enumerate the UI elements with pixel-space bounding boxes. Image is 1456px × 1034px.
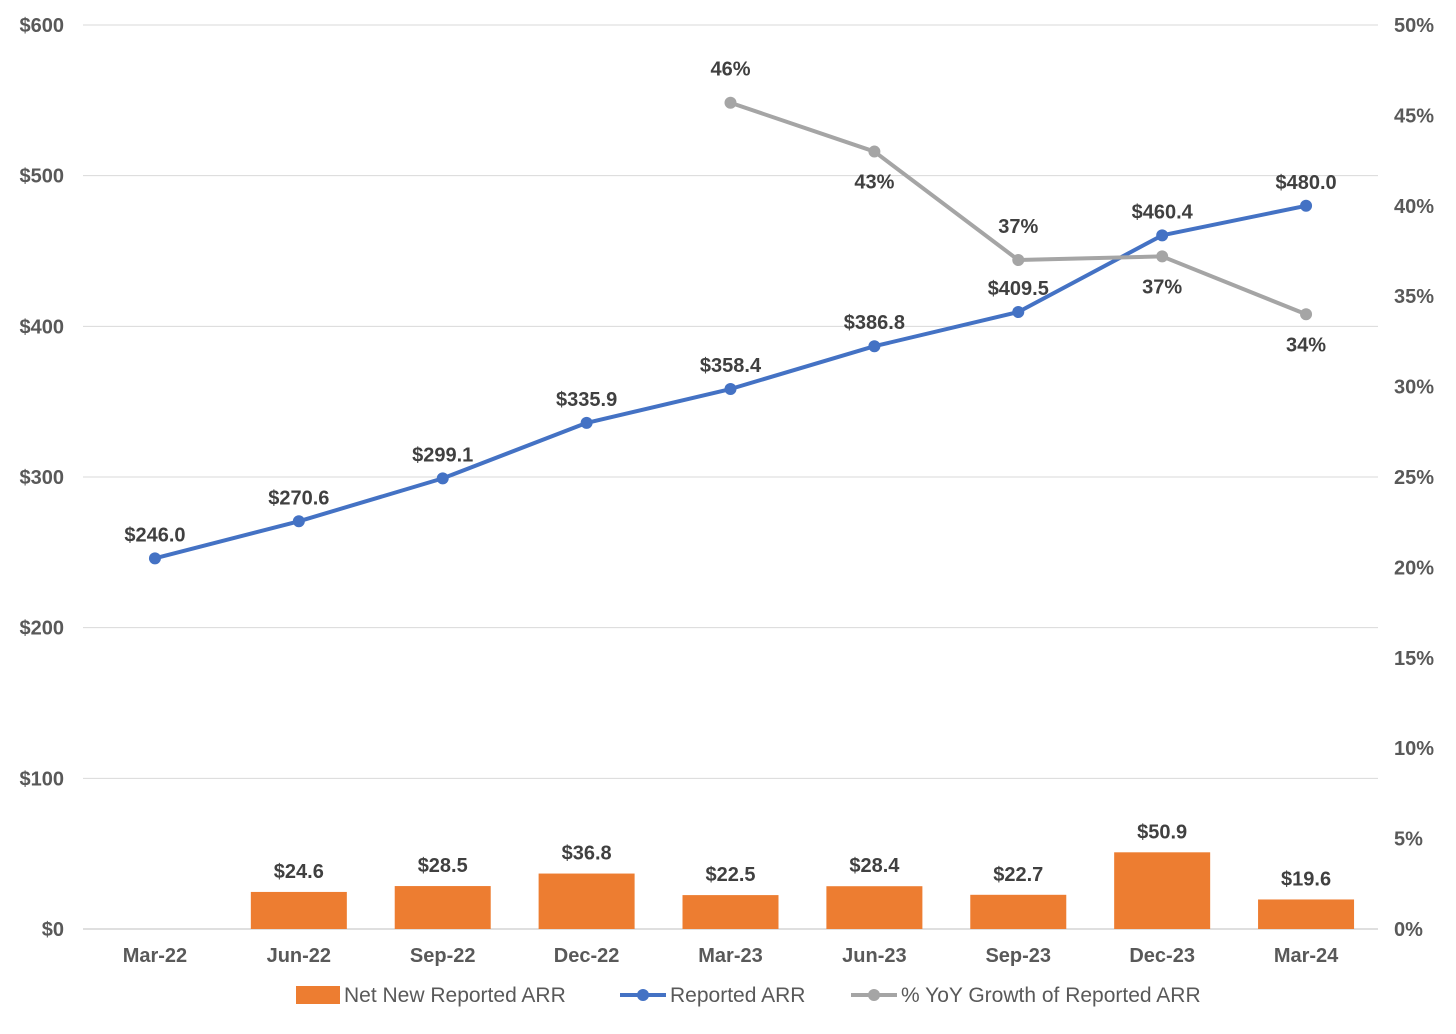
x-tick-label: Mar-23	[698, 945, 762, 967]
legend-label-net-new-arr: Net New Reported ARR	[344, 984, 566, 1007]
yoy-growth-data-label: 46%	[710, 59, 750, 81]
left-tick-label: $200	[20, 618, 65, 640]
bar-data-label: $24.6	[274, 861, 324, 883]
bar-data-label: $36.8	[562, 843, 612, 865]
reported-arr-point	[436, 472, 449, 485]
bar-data-label: $22.7	[993, 864, 1043, 886]
reported-arr-data-label: $480.0	[1275, 172, 1336, 194]
x-tick-label: Jun-23	[842, 945, 906, 967]
right-tick-label: 50%	[1394, 15, 1434, 37]
right-tick-label: 5%	[1394, 829, 1423, 851]
right-tick-label: 10%	[1394, 738, 1434, 760]
reported-arr-point	[1156, 229, 1169, 242]
legend: Net New Reported ARR Reported ARR % YoY Gr…	[296, 984, 1201, 1007]
bar	[538, 873, 635, 929]
bar-data-label: $28.5	[418, 855, 468, 877]
left-axis-ticks: $0 $100 $200 $300 $400 $500 $600	[20, 15, 65, 941]
reported-arr-point	[580, 416, 593, 429]
bar	[1258, 899, 1355, 929]
bar-data-label: $28.4	[849, 855, 900, 877]
right-tick-label: 30%	[1394, 377, 1434, 399]
right-axis-ticks: 0% 5% 10% 15% 20% 25% 30% 35% 40% 45% 50%	[1394, 15, 1434, 941]
yoy-growth-point	[1156, 250, 1169, 263]
reported-arr-point	[148, 552, 161, 565]
bar-data-label: $22.5	[705, 864, 755, 886]
right-tick-label: 35%	[1394, 286, 1434, 308]
reported-arr-point	[868, 340, 881, 353]
series-lines	[148, 96, 1313, 565]
right-tick-label: 20%	[1394, 557, 1434, 579]
legend-label-yoy-growth: % YoY Growth of Reported ARR	[901, 984, 1201, 1007]
x-tick-label: Dec-23	[1129, 945, 1195, 967]
x-tick-label: Mar-22	[123, 945, 187, 967]
left-tick-label: $500	[20, 166, 65, 188]
reported-arr-data-label: $299.1	[412, 444, 473, 466]
reported-arr-data-label: $358.4	[700, 355, 762, 377]
x-tick-label: Dec-22	[554, 945, 620, 967]
yoy-growth-point	[1012, 254, 1025, 267]
yoy-growth-data-label: 43%	[854, 172, 894, 194]
bar-data-label: $19.6	[1281, 868, 1331, 890]
bar	[682, 895, 779, 929]
bar	[394, 886, 491, 929]
reported-arr-point	[1012, 306, 1025, 319]
yoy-growth-data-label: 37%	[1142, 276, 1182, 298]
legend-marker-yoy-growth	[868, 989, 880, 1001]
right-tick-label: 25%	[1394, 467, 1434, 489]
reported-arr-data-label: $246.0	[124, 524, 185, 546]
reported-arr-data-label: $270.6	[268, 487, 329, 509]
yoy-growth-data-label: 37%	[998, 216, 1038, 238]
x-tick-label: Sep-23	[985, 945, 1051, 967]
yoy-growth-point	[724, 96, 737, 109]
reported-arr-point	[724, 383, 737, 396]
right-tick-label: 15%	[1394, 648, 1434, 670]
x-axis-ticks: Mar-22 Jun-22 Sep-22 Dec-22 Mar-23 Jun-23 Sep-…	[123, 945, 1339, 967]
bar	[970, 894, 1067, 929]
right-tick-label: 40%	[1394, 196, 1434, 218]
bar	[826, 886, 923, 929]
x-tick-label: Jun-22	[267, 945, 331, 967]
gridlines	[83, 24, 1378, 930]
left-tick-label: $300	[20, 467, 65, 489]
net-new-arr-bars	[250, 852, 1355, 929]
reported-arr-data-label: $386.8	[844, 312, 905, 334]
legend-label-reported-arr: Reported ARR	[670, 984, 805, 1007]
left-tick-label: $600	[20, 15, 65, 37]
left-tick-label: $100	[20, 768, 65, 790]
bar	[250, 891, 347, 929]
legend-swatch-net-new-arr	[296, 986, 340, 1004]
right-tick-label: 0%	[1394, 919, 1423, 941]
reported-arr-point	[1300, 199, 1313, 212]
x-tick-label: Sep-22	[410, 945, 476, 967]
x-tick-label: Mar-24	[1274, 945, 1339, 967]
reported-arr-data-label: $460.4	[1132, 201, 1194, 223]
left-tick-label: $400	[20, 316, 65, 338]
left-tick-label: $0	[42, 919, 64, 941]
reported-arr-point	[292, 515, 305, 528]
data-labels: $24.6 $28.5 $36.8 $22.5 $28.4 $22.7 $50.9 $19.6…	[124, 59, 1336, 891]
legend-marker-reported-arr	[637, 989, 649, 1001]
yoy-growth-data-label: 34%	[1286, 334, 1326, 356]
reported-arr-data-label: $409.5	[988, 278, 1049, 300]
right-tick-label: 45%	[1394, 105, 1434, 127]
yoy-growth-point	[1300, 308, 1313, 321]
bar	[1114, 852, 1211, 929]
yoy-growth-point	[868, 145, 881, 158]
bar-data-label: $50.9	[1137, 821, 1187, 843]
reported-arr-data-label: $335.9	[556, 389, 617, 411]
